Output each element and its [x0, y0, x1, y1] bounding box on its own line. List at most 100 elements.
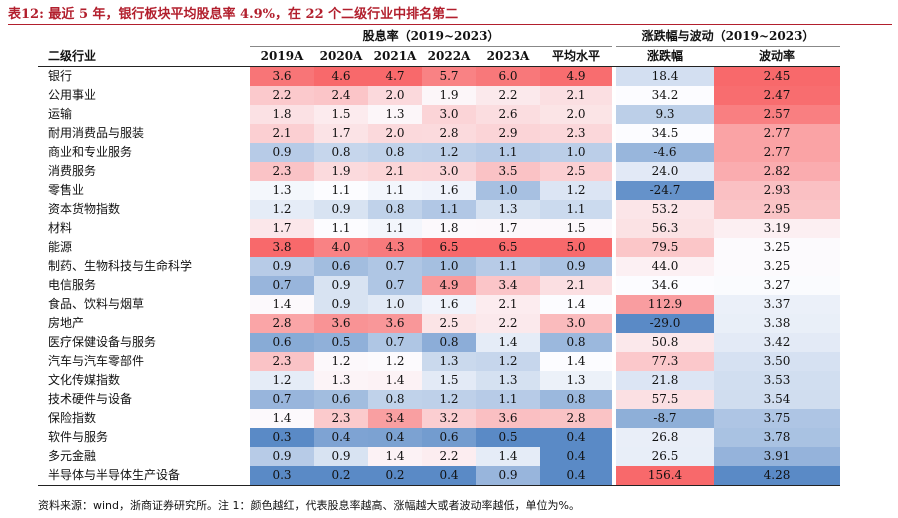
dividend-2019-cell: 2.3: [250, 162, 314, 181]
change-cell: 26.8: [616, 428, 714, 447]
table-row: 运输 1.8 1.5 1.3 3.0 2.6 2.0 9.3 2.57: [38, 105, 840, 124]
dividend-2022-cell: 1.2: [422, 390, 476, 409]
dividend-2021-cell: 0.8: [368, 390, 422, 409]
dividend-2023-cell: 3.4: [476, 276, 540, 295]
dividend-2020-cell: 1.5: [314, 105, 368, 124]
dividend-2020-cell: 0.8: [314, 143, 368, 162]
volatility-cell: 3.50: [714, 352, 840, 371]
dividend-2023-cell: 1.1: [476, 257, 540, 276]
group-dividend-header: 股息率（2019~2023）: [250, 27, 612, 47]
volatility-cell: 2.95: [714, 200, 840, 219]
table-row: 多元金融 0.9 0.9 1.4 2.2 1.4 0.4 26.5 3.91: [38, 447, 840, 466]
dividend-2023-cell: 2.2: [476, 86, 540, 105]
dividend-2020-cell: 1.1: [314, 219, 368, 238]
dividend-average-cell: 1.2: [540, 181, 612, 200]
volatility-cell: 3.25: [714, 257, 840, 276]
dividend-2020-cell: 1.1: [314, 181, 368, 200]
dividend-2019-cell: 0.3: [250, 428, 314, 447]
table-row: 零售业 1.3 1.1 1.1 1.6 1.0 1.2 -24.7 2.93: [38, 181, 840, 200]
change-cell: 156.4: [616, 466, 714, 486]
dividend-2023-cell: 2.1: [476, 295, 540, 314]
dividend-2020-cell: 0.2: [314, 466, 368, 486]
dividend-2023-cell: 1.4: [476, 333, 540, 352]
table-row: 软件与服务 0.3 0.4 0.4 0.6 0.5 0.4 26.8 3.78: [38, 428, 840, 447]
title-rule: [8, 24, 892, 25]
dividend-average-cell: 1.1: [540, 200, 612, 219]
dividend-2021-cell: 3.6: [368, 314, 422, 333]
change-cell: 34.6: [616, 276, 714, 295]
dividend-2023-cell: 1.0: [476, 181, 540, 200]
dividend-2019-cell: 1.4: [250, 295, 314, 314]
change-cell: 50.8: [616, 333, 714, 352]
dividend-2019-cell: 1.7: [250, 219, 314, 238]
dividend-average-cell: 4.9: [540, 66, 612, 86]
dividend-2020-cell: 1.7: [314, 124, 368, 143]
dividend-2020-cell: 0.6: [314, 390, 368, 409]
dividend-2019-cell: 0.3: [250, 466, 314, 486]
volatility-cell: 2.93: [714, 181, 840, 200]
dividend-2021-cell: 1.4: [368, 371, 422, 390]
volatility-cell: 3.91: [714, 447, 840, 466]
dividend-2022-cell: 1.5: [422, 371, 476, 390]
industry-name: 资本货物指数: [48, 202, 121, 216]
dividend-2022-cell: 1.8: [422, 219, 476, 238]
volatility-cell: 4.28: [714, 466, 840, 486]
dividend-2023-cell: 1.1: [476, 390, 540, 409]
industry-name: 保险指数: [48, 411, 97, 425]
change-cell: -4.6: [616, 143, 714, 162]
dividend-2023-cell: 2.6: [476, 105, 540, 124]
industry-name: 食品、饮料与烟草: [48, 297, 145, 311]
dividend-2023-cell: 1.1: [476, 143, 540, 162]
column-header-2019: 2019A: [260, 49, 304, 63]
industry-name: 公用事业: [48, 88, 97, 102]
dividend-2020-cell: 0.4: [314, 428, 368, 447]
dividend-2021-cell: 1.0: [368, 295, 422, 314]
volatility-cell: 3.37: [714, 295, 840, 314]
dividend-average-cell: 2.3: [540, 124, 612, 143]
volatility-cell: 2.77: [714, 124, 840, 143]
dividend-average-cell: 2.8: [540, 409, 612, 428]
dividend-2023-cell: 3.6: [476, 409, 540, 428]
table-row: 保险指数 1.4 2.3 3.4 3.2 3.6 2.8 -8.7 3.75: [38, 409, 840, 428]
dividend-average-cell: 0.9: [540, 257, 612, 276]
industry-name: 运输: [48, 107, 73, 121]
table-body: 银行 3.6 4.6 4.7 5.7 6.0 4.9 18.4 2.45 公用事业 2.2 2.4 2.…: [38, 66, 840, 486]
dividend-average-cell: 1.4: [540, 295, 612, 314]
change-cell: 18.4: [616, 66, 714, 86]
industry-name: 零售业: [48, 183, 85, 197]
dividend-2021-cell: 1.2: [368, 352, 422, 371]
volatility-cell: 2.57: [714, 105, 840, 124]
dividend-2019-cell: 0.9: [250, 257, 314, 276]
volatility-cell: 3.42: [714, 333, 840, 352]
dividend-2019-cell: 1.4: [250, 409, 314, 428]
table-row: 电信服务 0.7 0.9 0.7 4.9 3.4 2.1 34.6 3.27: [38, 276, 840, 295]
dividend-2022-cell: 1.9: [422, 86, 476, 105]
dividend-2019-cell: 1.8: [250, 105, 314, 124]
dividend-2020-cell: 3.6: [314, 314, 368, 333]
dividend-2022-cell: 1.6: [422, 295, 476, 314]
dividend-2023-cell: 0.9: [476, 466, 540, 486]
dividend-2022-cell: 3.0: [422, 105, 476, 124]
dividend-2022-cell: 1.1: [422, 200, 476, 219]
dividend-2023-cell: 1.4: [476, 447, 540, 466]
dividend-2022-cell: 4.9: [422, 276, 476, 295]
volatility-cell: 3.27: [714, 276, 840, 295]
change-cell: 26.5: [616, 447, 714, 466]
volatility-cell: 3.78: [714, 428, 840, 447]
volatility-cell: 3.54: [714, 390, 840, 409]
dividend-average-cell: 3.0: [540, 314, 612, 333]
dividend-average-cell: 2.5: [540, 162, 612, 181]
column-header-change: 涨跌幅: [646, 49, 683, 63]
dividend-2019-cell: 2.8: [250, 314, 314, 333]
dividend-2022-cell: 2.2: [422, 447, 476, 466]
dividend-average-cell: 0.8: [540, 333, 612, 352]
dividend-2023-cell: 6.0: [476, 66, 540, 86]
dividend-2019-cell: 0.9: [250, 143, 314, 162]
dividend-2022-cell: 1.6: [422, 181, 476, 200]
dividend-2022-cell: 0.6: [422, 428, 476, 447]
industry-name: 制药、生物科技与生命科学: [48, 259, 193, 273]
volatility-cell: 2.77: [714, 143, 840, 162]
dividend-2019-cell: 0.7: [250, 390, 314, 409]
change-cell: 57.5: [616, 390, 714, 409]
group-volatility-header: 涨跌幅与波动（2019~2023）: [616, 27, 840, 47]
